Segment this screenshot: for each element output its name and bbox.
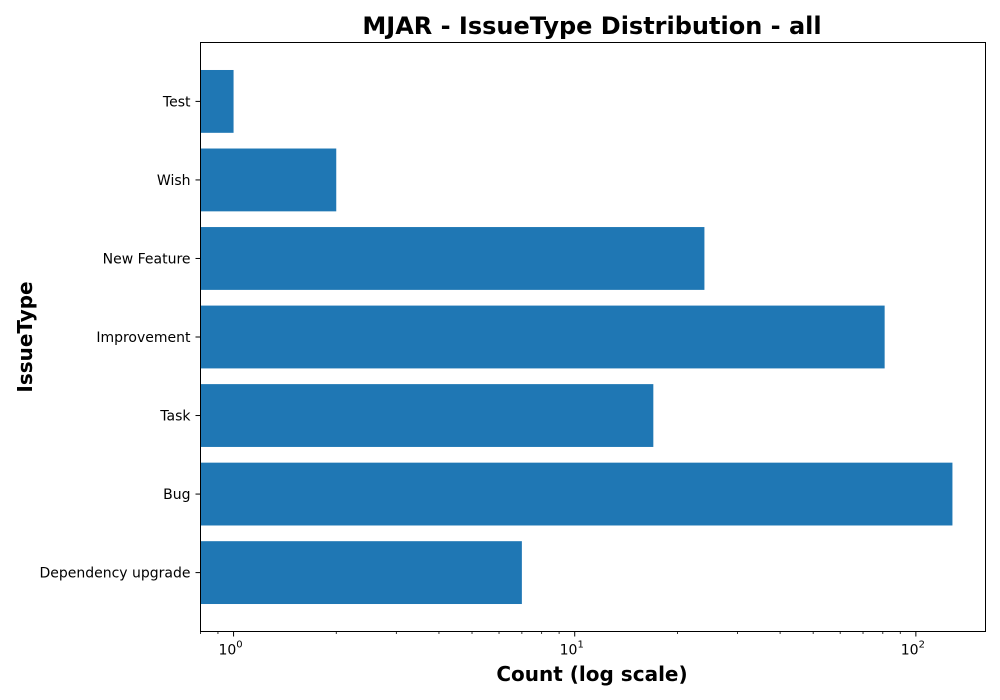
- plot-frame: [200, 42, 986, 632]
- bars-group: [200, 69, 953, 605]
- y-tick-label: Improvement: [96, 330, 191, 346]
- y-tick-label: Dependency upgrade: [39, 566, 190, 582]
- bar-task: [200, 384, 654, 447]
- x-axis-label: Count (log scale): [496, 662, 687, 686]
- y-tick-label: Bug: [163, 487, 190, 503]
- bar-wish: [200, 148, 337, 212]
- x-axis-ticks: 100 101 102: [200, 631, 925, 659]
- bar-dependency-upgrade: [200, 541, 522, 605]
- y-tick-label: New Feature: [103, 251, 191, 267]
- x-tick-label: 102: [901, 640, 925, 659]
- plot-area: Test Wish New Feature Improvement Task Bug Dep…: [39, 42, 986, 659]
- bar-test: [200, 69, 234, 133]
- bar-new-feature: [200, 227, 705, 290]
- y-axis-label: IssueType: [13, 281, 37, 392]
- x-tick-label: 101: [560, 640, 584, 659]
- y-tick-label: Task: [159, 409, 191, 425]
- y-tick-label: Wish: [157, 173, 191, 189]
- bar-bug: [200, 462, 953, 526]
- y-tick-label: Test: [162, 94, 191, 110]
- chart-title: MJAR - IssueType Distribution - all: [362, 12, 821, 40]
- y-axis-ticks: Test Wish New Feature Improvement Task Bug Dep…: [39, 94, 201, 582]
- bar-improvement: [200, 305, 885, 369]
- x-tick-label: 100: [218, 640, 242, 659]
